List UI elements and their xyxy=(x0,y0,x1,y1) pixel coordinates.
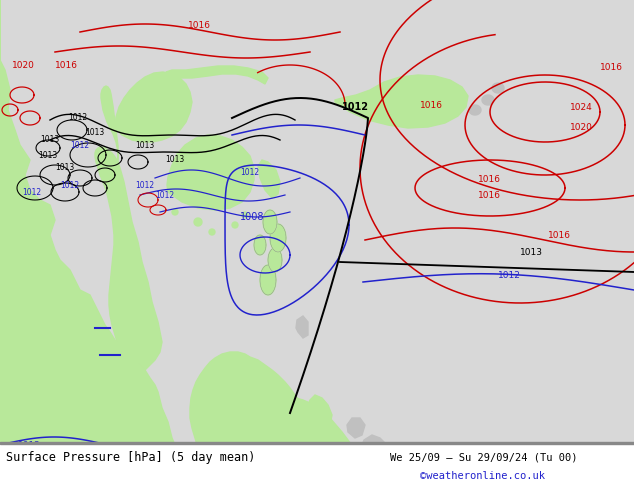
Text: 1012: 1012 xyxy=(22,188,41,197)
Text: 1012: 1012 xyxy=(68,113,87,122)
Text: 1012: 1012 xyxy=(498,271,521,280)
Text: 1016: 1016 xyxy=(548,231,571,240)
Polygon shape xyxy=(0,0,210,490)
Text: Surface Pressure [hPa] (5 day mean): Surface Pressure [hPa] (5 day mean) xyxy=(6,451,256,465)
Text: 1012: 1012 xyxy=(155,191,174,200)
Text: ©weatheronline.co.uk: ©weatheronline.co.uk xyxy=(420,471,545,481)
Polygon shape xyxy=(115,72,192,142)
Text: 1016: 1016 xyxy=(55,61,78,70)
Polygon shape xyxy=(307,395,332,432)
Bar xyxy=(0,444,634,490)
Polygon shape xyxy=(95,147,162,370)
Text: 1024: 1024 xyxy=(570,103,593,113)
Polygon shape xyxy=(101,86,118,180)
Polygon shape xyxy=(347,418,365,438)
Text: 1013: 1013 xyxy=(55,163,74,172)
Text: 1013: 1013 xyxy=(38,151,57,160)
Polygon shape xyxy=(242,212,248,218)
Polygon shape xyxy=(469,105,481,115)
Text: 1012: 1012 xyxy=(395,448,418,457)
Polygon shape xyxy=(190,352,348,490)
Text: 1013: 1013 xyxy=(40,135,59,144)
Polygon shape xyxy=(258,160,280,198)
Polygon shape xyxy=(360,435,390,470)
Polygon shape xyxy=(232,222,238,228)
Polygon shape xyxy=(263,210,277,234)
Text: 1012: 1012 xyxy=(562,451,585,460)
Polygon shape xyxy=(492,83,504,93)
Polygon shape xyxy=(335,75,468,128)
Text: 1016: 1016 xyxy=(420,101,443,110)
Text: 1013: 1013 xyxy=(135,141,154,150)
Polygon shape xyxy=(296,316,308,338)
Text: 1016: 1016 xyxy=(188,21,211,30)
Polygon shape xyxy=(270,224,286,252)
Polygon shape xyxy=(166,66,268,84)
Text: 1020: 1020 xyxy=(570,123,593,132)
Polygon shape xyxy=(482,95,494,105)
Polygon shape xyxy=(194,218,202,226)
Text: 1016: 1016 xyxy=(478,191,501,200)
Text: 1013: 1013 xyxy=(520,248,543,257)
Text: 1013: 1013 xyxy=(85,128,104,137)
Text: 1020: 1020 xyxy=(12,61,35,70)
Text: 1008: 1008 xyxy=(240,212,264,222)
Text: 1016: 1016 xyxy=(478,175,501,184)
Polygon shape xyxy=(167,135,254,210)
Polygon shape xyxy=(254,235,266,255)
Polygon shape xyxy=(209,229,215,235)
Text: We 25/09 – Su 29/09/24 (Tu 00): We 25/09 – Su 29/09/24 (Tu 00) xyxy=(390,453,578,463)
Polygon shape xyxy=(172,209,178,215)
Text: 1012: 1012 xyxy=(342,102,369,112)
Text: 1012: 1012 xyxy=(70,141,89,150)
Polygon shape xyxy=(268,248,282,272)
Polygon shape xyxy=(270,398,375,490)
Polygon shape xyxy=(260,265,276,295)
Text: 1012: 1012 xyxy=(18,441,41,450)
Bar xyxy=(0,442,634,444)
Text: 1016: 1016 xyxy=(600,63,623,72)
Text: 1012: 1012 xyxy=(135,181,154,190)
Text: 1013: 1013 xyxy=(165,155,184,164)
Text: 1012: 1012 xyxy=(60,181,79,190)
Text: 1012: 1012 xyxy=(240,168,259,177)
